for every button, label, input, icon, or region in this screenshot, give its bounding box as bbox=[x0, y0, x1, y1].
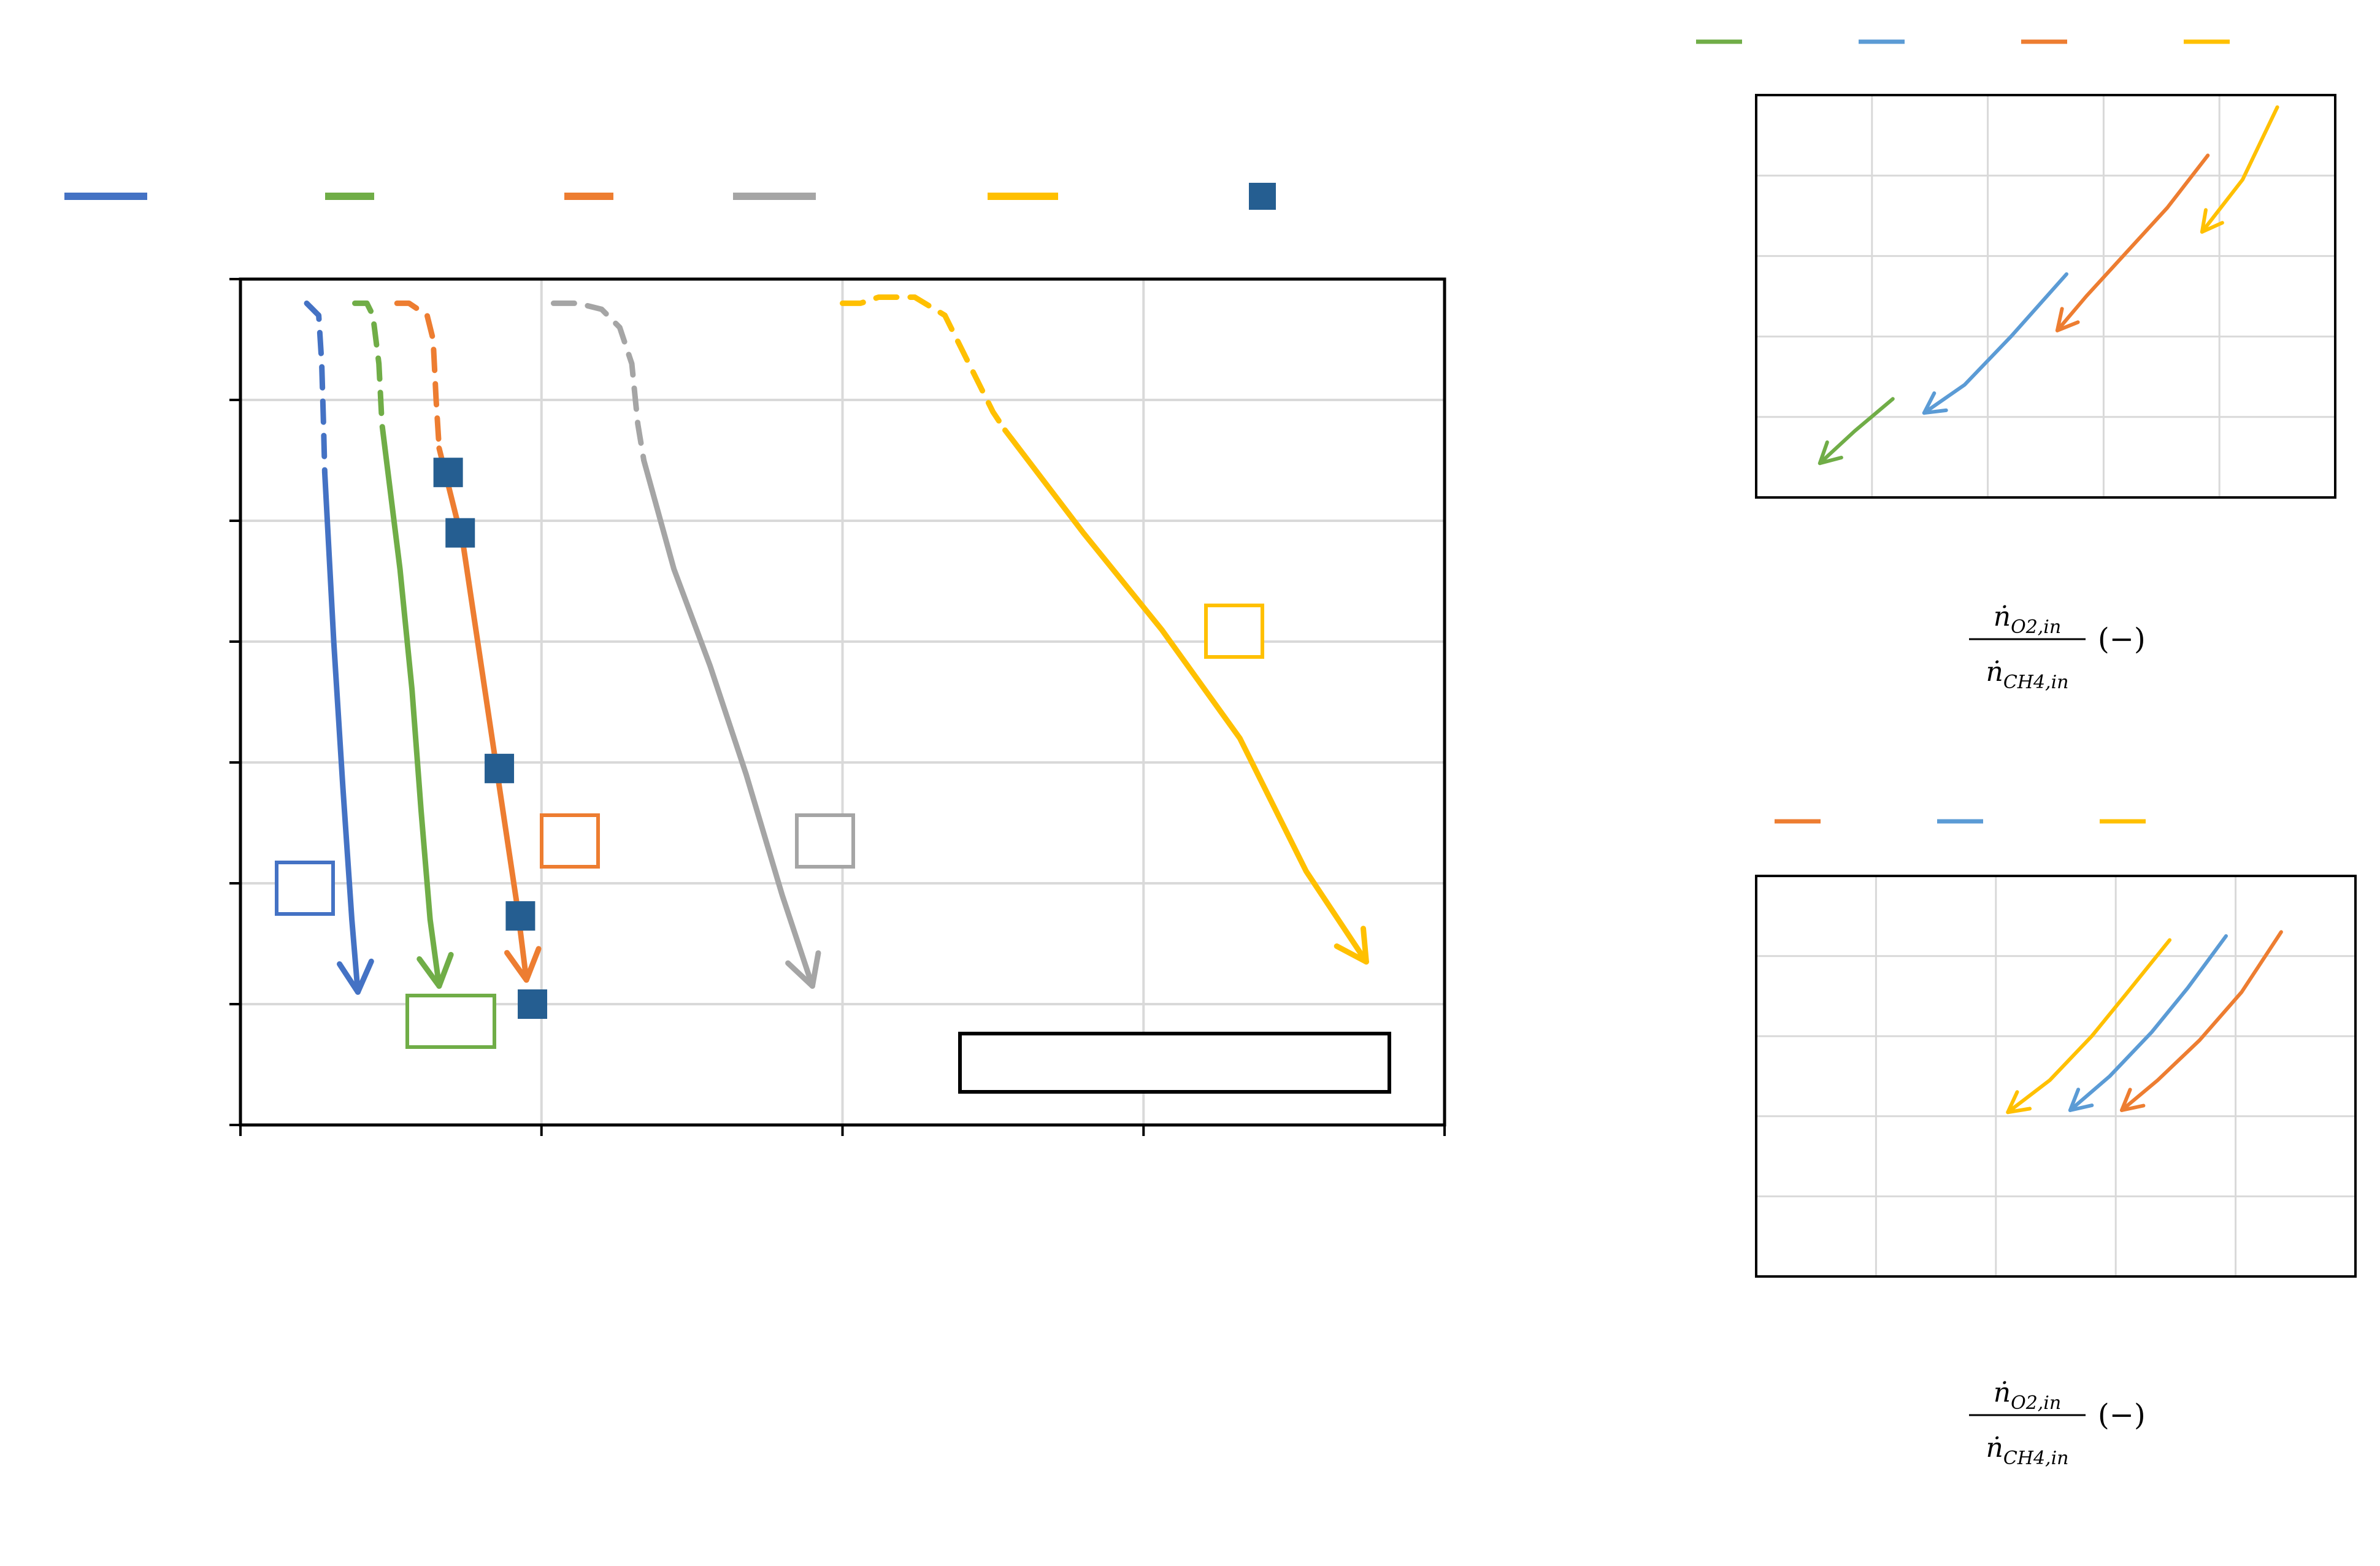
series-line-450C bbox=[1922, 272, 2068, 415]
reactor-diameter-annotation-box bbox=[958, 1032, 1391, 1094]
series-arrowhead bbox=[2200, 208, 2224, 234]
diameter-label-box bbox=[275, 861, 335, 916]
series-dashed-line-50-mem bbox=[394, 300, 442, 451]
series-line-500C bbox=[2055, 153, 2210, 332]
panel-b-chart: ṅO2,in ṅCH4,in (−) bbox=[1696, 39, 2336, 693]
series-arrowhead bbox=[2068, 1088, 2094, 1112]
legend-unit-area-marker bbox=[1249, 183, 1276, 210]
series-line-400C bbox=[2068, 934, 2228, 1112]
series-solid-line-100-mem bbox=[641, 458, 815, 989]
plot-area-frame bbox=[1755, 875, 2357, 1278]
series-arrowhead bbox=[785, 950, 821, 989]
series-dashed-line-35-mem bbox=[352, 300, 388, 451]
series-line-300C bbox=[2120, 930, 2283, 1112]
plot-area-frame bbox=[1755, 94, 2336, 499]
series-arrowhead bbox=[416, 951, 454, 989]
unit-area-marker bbox=[445, 518, 475, 548]
panel-a-chart bbox=[64, 183, 1446, 1136]
series-arrowhead bbox=[2055, 307, 2080, 332]
series-dashed-line-100-mem bbox=[550, 300, 647, 463]
series-arrowhead bbox=[1922, 391, 1948, 415]
diameter-label-box bbox=[795, 813, 855, 869]
series-arrowhead bbox=[504, 946, 542, 983]
series-solid-line-200-mems bbox=[1002, 427, 1369, 965]
x-axis-title-unit: (−) bbox=[2098, 622, 2146, 656]
x-axis-title-numerator: ṅO2,in bbox=[1994, 1377, 2061, 1414]
unit-area-marker bbox=[505, 901, 536, 931]
unit-area-marker bbox=[518, 989, 548, 1019]
x-axis-title-denominator: ṅCH4,in bbox=[1986, 1432, 2069, 1469]
series-arrowhead bbox=[337, 958, 374, 995]
series-arrowhead bbox=[1334, 926, 1369, 965]
diameter-label-box bbox=[405, 994, 496, 1049]
series-dashed-line-200-mems bbox=[840, 294, 1008, 433]
diameter-label-box bbox=[1204, 604, 1264, 659]
series-dashed-line-20-mem bbox=[304, 300, 328, 475]
series-arrowhead bbox=[2006, 1090, 2032, 1115]
unit-area-marker bbox=[433, 458, 463, 488]
unit-area-marker bbox=[485, 753, 515, 783]
x-axis-title-numerator: ṅO2,in bbox=[1994, 601, 2061, 638]
x-axis-title-unit: (−) bbox=[2098, 1398, 2146, 1432]
plot-area-frame bbox=[239, 277, 1446, 1127]
series-arrowhead bbox=[1818, 440, 1843, 466]
series-arrowhead bbox=[2120, 1088, 2146, 1112]
series-line-500C bbox=[2006, 938, 2172, 1115]
panel-c-chart: ṅO2,in ṅCH4,in (−) bbox=[1755, 819, 2357, 1469]
series-line-400C bbox=[1818, 397, 1895, 466]
x-axis-title-denominator: ṅCH4,in bbox=[1986, 656, 2069, 693]
series-solid-line-35-mem bbox=[382, 445, 442, 989]
diameter-label-box bbox=[540, 813, 600, 869]
series-solid-line-20-mem bbox=[321, 469, 361, 995]
series-line-550C bbox=[2200, 105, 2279, 234]
